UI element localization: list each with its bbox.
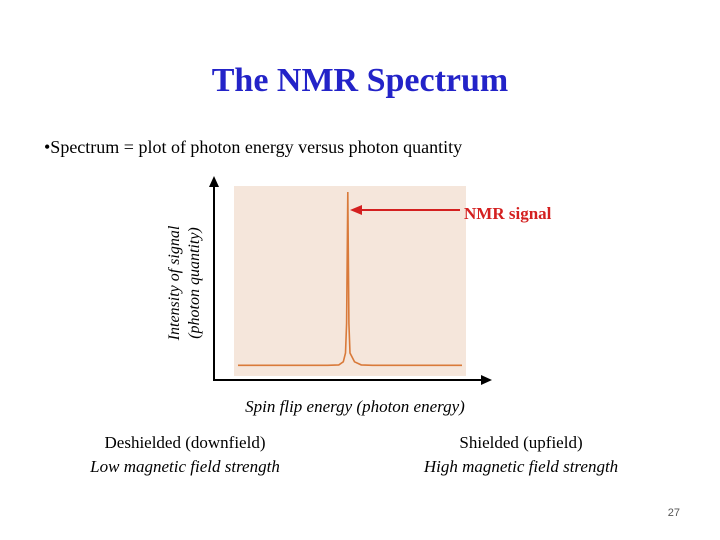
slide-title: The NMR Spectrum <box>211 62 509 99</box>
x-axis-arrowhead <box>481 375 492 385</box>
signal-arrowhead <box>350 205 362 215</box>
x-axis-label: Spin flip energy (photon energy) <box>245 397 465 416</box>
nmr-signal-label: NMR signal <box>464 204 552 223</box>
high-field-subtitle: High magnetic field strength <box>423 457 619 476</box>
page-number: 27 <box>667 507 680 519</box>
deshielded-caption: Deshielded (downfield) Low magnetic fiel… <box>55 431 315 479</box>
shielded-caption: Shielded (upfield) High magnetic field s… <box>396 431 646 479</box>
bullet-point: •Spectrum = plot of photon energy versus… <box>44 137 463 157</box>
y-axis-arrowhead <box>209 176 219 187</box>
shielded-title: Shielded (upfield) <box>459 433 583 452</box>
low-field-subtitle: Low magnetic field strength <box>90 457 280 476</box>
deshielded-title: Deshielded (downfield) <box>104 433 266 452</box>
spectrum-line <box>238 191 462 367</box>
